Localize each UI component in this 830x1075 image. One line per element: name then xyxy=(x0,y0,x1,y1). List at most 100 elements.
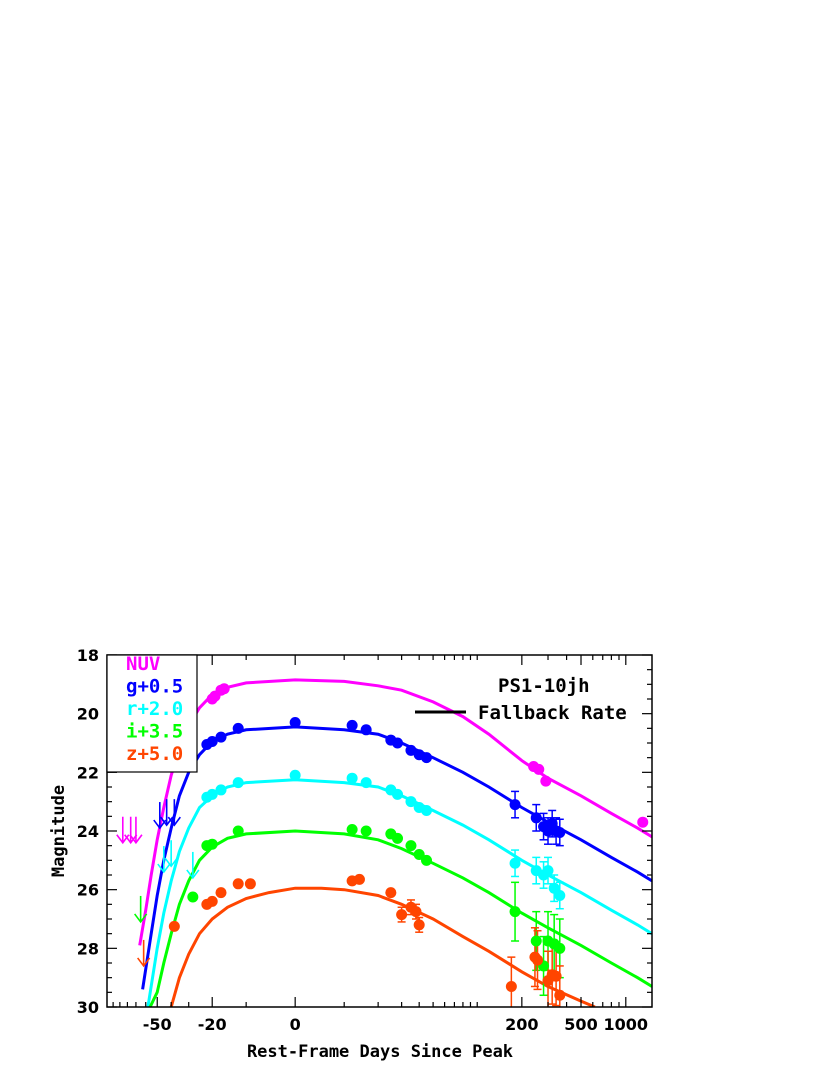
x-tick-label: -20 xyxy=(198,1015,227,1034)
data-point xyxy=(396,909,408,921)
data-point xyxy=(360,777,372,789)
data-point xyxy=(385,887,397,899)
data-point xyxy=(540,775,552,787)
data-point xyxy=(206,895,218,907)
legend-box xyxy=(106,654,198,773)
data-point xyxy=(289,769,301,781)
x-tick-labels: -50 -20 0 200 500 1000 xyxy=(143,1015,648,1034)
data-point xyxy=(392,832,404,844)
x-axis-title: Rest-Frame Days Since Peak xyxy=(247,1042,513,1062)
data-point xyxy=(413,919,425,931)
arrow-head xyxy=(124,834,138,845)
legend-entry: NUV xyxy=(126,653,160,675)
data-point xyxy=(530,935,542,947)
model-legend-label: Fallback Rate xyxy=(478,702,627,724)
data-point xyxy=(360,825,372,837)
data-point xyxy=(405,840,417,852)
data-point xyxy=(244,878,256,890)
data-point xyxy=(346,824,358,836)
arrow-head xyxy=(164,857,178,868)
model-curve xyxy=(141,725,652,990)
data-point xyxy=(289,716,301,728)
arrow-head xyxy=(129,834,143,845)
data-point xyxy=(533,763,545,775)
y-tick-label: 28 xyxy=(77,939,99,958)
data-point xyxy=(509,857,521,869)
model-curve xyxy=(146,778,652,1007)
legend-entry: z+5.0 xyxy=(126,743,183,765)
x-tick-label: 200 xyxy=(505,1015,538,1034)
data-point xyxy=(410,906,422,918)
arrow-head xyxy=(153,819,167,830)
y-tick-label: 26 xyxy=(77,881,99,900)
arrow-head xyxy=(186,869,200,880)
data-point xyxy=(206,788,218,800)
data-point xyxy=(187,891,199,903)
arrow-head xyxy=(134,913,148,924)
data-point xyxy=(232,825,244,837)
data-point xyxy=(532,954,544,966)
model-curve xyxy=(148,829,652,1007)
data-point xyxy=(232,722,244,734)
x-tick-label: 0 xyxy=(290,1015,301,1034)
data-point xyxy=(421,804,433,816)
data-point xyxy=(232,878,244,890)
legend-entry: r+2.0 xyxy=(126,698,183,720)
y-tick-label: 22 xyxy=(77,763,99,782)
data-point xyxy=(421,752,433,764)
data-point xyxy=(554,826,566,838)
upper-limit-arrow xyxy=(153,802,167,830)
data-point xyxy=(550,970,562,982)
data-point xyxy=(509,906,521,918)
legend-entry: i+3.5 xyxy=(126,721,183,743)
arrow-head xyxy=(157,863,171,874)
upper-limit-arrows xyxy=(116,799,200,968)
upper-limit-arrow xyxy=(186,851,200,880)
upper-limit-arrow xyxy=(129,816,143,845)
y-axis-title: Magnitude xyxy=(49,785,69,877)
data-point xyxy=(218,683,230,695)
y-tick-label: 24 xyxy=(77,822,99,841)
y-tick-label: 20 xyxy=(77,705,99,724)
model-curve xyxy=(169,886,596,1007)
arrow-head xyxy=(137,957,151,968)
data-point xyxy=(346,772,358,784)
legend-entry: g+0.5 xyxy=(126,676,183,698)
upper-limit-arrow xyxy=(157,846,171,874)
y-tick-label: 18 xyxy=(77,646,99,665)
upper-limit-arrow xyxy=(124,816,138,845)
data-points xyxy=(168,683,649,1001)
data-point xyxy=(542,865,554,877)
data-point xyxy=(215,784,227,796)
data-point xyxy=(206,838,218,850)
data-point xyxy=(346,719,358,731)
x-tick-label: -50 xyxy=(143,1015,172,1034)
data-point xyxy=(405,796,417,808)
x-tick-label: 1000 xyxy=(604,1015,649,1034)
upper-limit-arrow xyxy=(134,895,148,924)
upper-limit-arrow xyxy=(137,939,151,968)
data-point xyxy=(392,737,404,749)
data-point xyxy=(215,731,227,743)
data-point xyxy=(509,799,521,811)
data-point xyxy=(554,942,566,954)
object-name-label: PS1-10jh xyxy=(498,675,590,697)
data-point xyxy=(554,890,566,902)
axis-ticks xyxy=(107,654,652,1008)
data-point xyxy=(232,777,244,789)
data-point xyxy=(206,736,218,748)
data-point xyxy=(637,816,649,828)
data-point xyxy=(413,848,425,860)
data-point xyxy=(405,744,417,756)
arrow-head xyxy=(167,816,181,827)
y-tick-label: 30 xyxy=(77,998,99,1017)
data-point xyxy=(215,887,227,899)
upper-limit-arrow xyxy=(164,840,178,868)
y-tick-labels: 18 20 22 24 26 28 30 xyxy=(77,646,99,1017)
data-point xyxy=(392,788,404,800)
data-point xyxy=(353,873,365,885)
upper-limit-arrow xyxy=(167,799,181,827)
x-tick-label: 500 xyxy=(564,1015,597,1034)
